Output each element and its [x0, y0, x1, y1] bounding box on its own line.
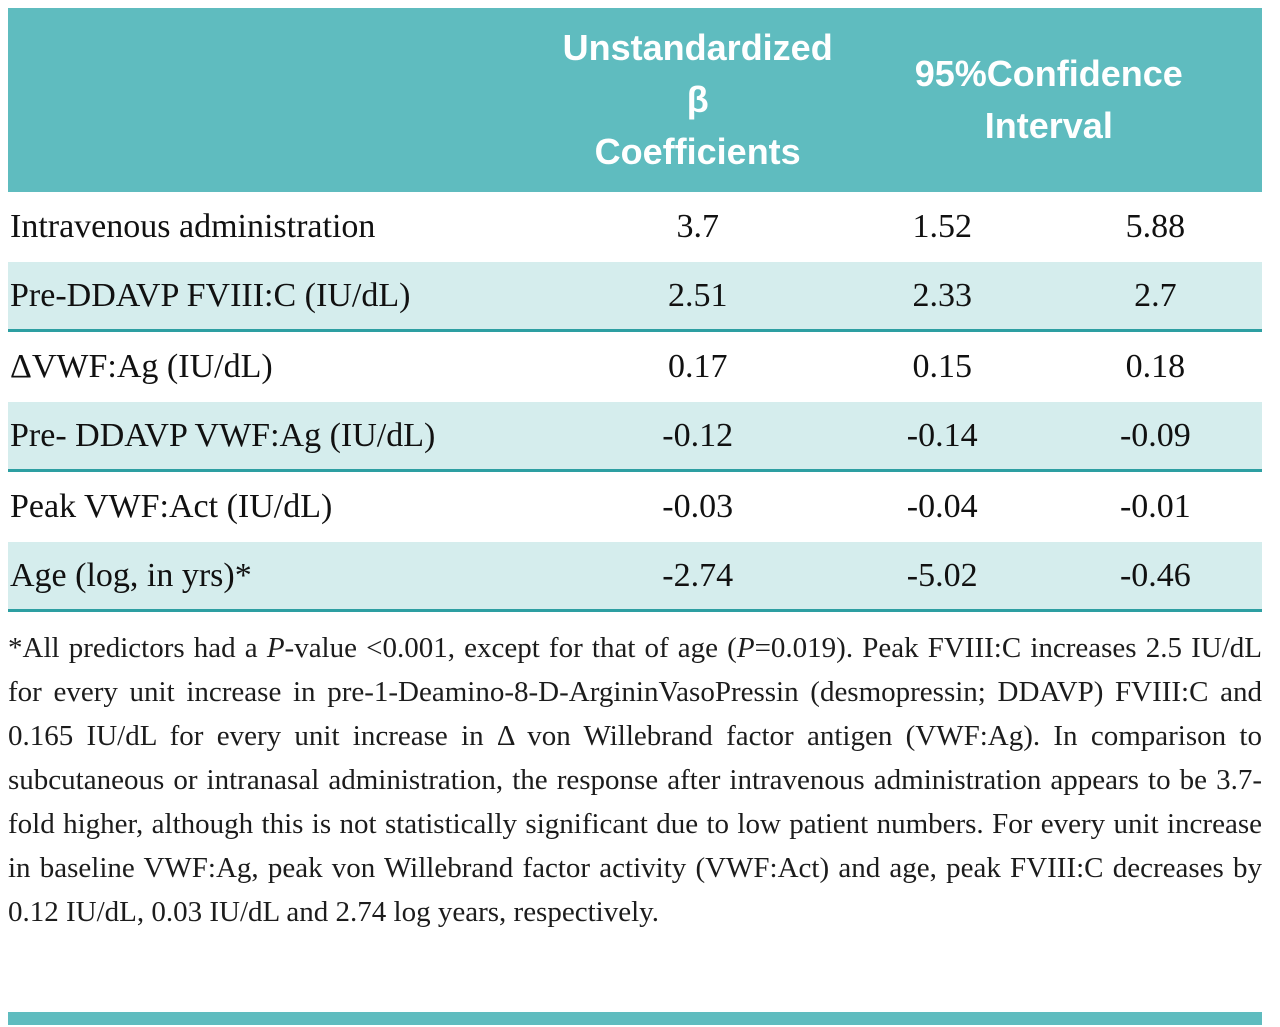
header-confidence-interval: 95%Confidence Interval: [914, 52, 1183, 146]
coef-value: -2.74: [662, 556, 734, 594]
coef-value: -0.03: [662, 488, 734, 525]
row-label: Age (log, in yrs)*: [10, 556, 252, 594]
ci-low-value: 2.33: [912, 276, 972, 314]
ci-high-value: 2.7: [1134, 276, 1177, 314]
ci-high-value: -0.01: [1119, 488, 1191, 525]
row-label: Pre- DDAVP VWF:Ag (IU/dL): [10, 416, 436, 454]
table-row: Pre-DDAVP FVIII:C (IU/dL) 2.51 2.33 2.7: [8, 262, 1262, 332]
row-label: Intravenous administration: [10, 208, 376, 245]
table-row: Age (log, in yrs)* -2.74 -5.02 -0.46: [8, 542, 1262, 612]
table-row: Peak VWF:Act (IU/dL) -0.03 -0.04 -0.01: [8, 472, 1262, 542]
footnote-text: *All predictors had a P-value <0.001, ex…: [8, 632, 1262, 928]
ci-high-value: -0.09: [1119, 416, 1191, 454]
coef-value: 2.51: [667, 276, 728, 314]
coef-value: 0.17: [667, 348, 728, 385]
bottom-rule: [8, 1012, 1262, 1025]
ci-low-value: 1.52: [912, 208, 972, 245]
table-row: ΔVWF:Ag (IU/dL) 0.17 0.15 0.18: [8, 332, 1262, 402]
table-body: Intravenous administration 3.7 1.52 5.88…: [8, 192, 1262, 612]
regression-table: Unstandardized β Coefficients 95%Confide…: [8, 8, 1262, 612]
coef-value: -0.12: [662, 416, 734, 454]
ci-low-value: -0.14: [906, 416, 978, 454]
table-header-row: Unstandardized β Coefficients 95%Confide…: [8, 8, 1262, 192]
table-row: Pre- DDAVP VWF:Ag (IU/dL) -0.12 -0.14 -0…: [8, 402, 1262, 472]
ci-high-value: 0.18: [1125, 348, 1186, 385]
ci-low-value: 0.15: [912, 348, 972, 385]
row-label: Pre-DDAVP FVIII:C (IU/dL): [10, 276, 411, 314]
row-label: ΔVWF:Ag (IU/dL): [10, 348, 273, 385]
row-label: Peak VWF:Act (IU/dL): [10, 488, 333, 525]
coef-value: 3.7: [676, 208, 719, 245]
ci-high-value: -0.46: [1119, 556, 1191, 594]
header-unstandardized-beta-coefficients: Unstandardized β Coefficients: [562, 26, 833, 173]
ci-high-value: 5.88: [1125, 208, 1186, 245]
table-row: Intravenous administration 3.7 1.52 5.88: [8, 192, 1262, 262]
ci-low-value: -0.04: [906, 488, 978, 525]
ci-low-value: -5.02: [906, 556, 978, 594]
